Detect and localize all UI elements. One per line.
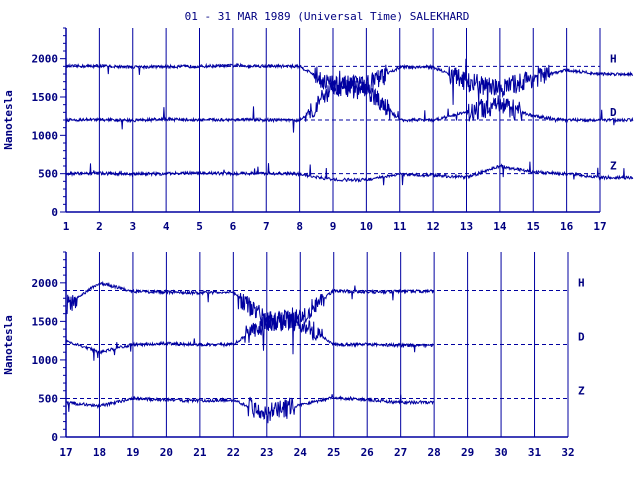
x-tick-label: 18 (93, 446, 106, 459)
x-tick-label: 16 (560, 220, 574, 233)
x-tick-label: 4 (163, 220, 170, 233)
x-tick-label: 11 (393, 220, 407, 233)
x-tick-label: 21 (193, 446, 207, 459)
x-tick-label: 9 (330, 220, 337, 233)
y-tick-label: 2000 (32, 277, 59, 290)
x-tick-label: 20 (160, 446, 173, 459)
x-tick-label: 7 (263, 220, 270, 233)
y-axis-label-lower: Nanotesla (2, 315, 15, 375)
x-tick-label: 14 (493, 220, 507, 233)
x-tick-label: 8 (296, 220, 303, 233)
x-tick-label: 17 (59, 446, 72, 459)
y-tick-label: 2000 (32, 53, 59, 66)
y-tick-label: 1500 (32, 91, 59, 104)
y-tick-label: 500 (38, 392, 58, 405)
series-label-h: H (578, 277, 585, 290)
x-tick-label: 1 (63, 220, 70, 233)
series-label-z: Z (610, 160, 617, 173)
x-tick-label: 22 (227, 446, 240, 459)
y-axis-label-upper: Nanotesla (2, 90, 15, 150)
x-tick-label: 23 (260, 446, 273, 459)
x-tick-label: 6 (230, 220, 237, 233)
lower-panel: 17 18 19 20 21 22 23 24 25 26 27 28 29 30 31 32 0 500 1000… (32, 251, 585, 459)
series-label-d: D (578, 331, 585, 344)
svg-text:Nanotesla: Nanotesla (2, 315, 15, 375)
x-tick-label: 15 (527, 220, 540, 233)
trace-d (65, 307, 434, 361)
chart-title: 01 - 31 MAR 1989 (Universal Time) SALEKH… (185, 10, 470, 23)
x-tick-label: 13 (460, 220, 473, 233)
y-tick-label: 1000 (32, 129, 59, 142)
x-tick-label: 27 (394, 446, 407, 459)
svg-text:Nanotesla: Nanotesla (2, 90, 15, 150)
trace-z (65, 161, 634, 186)
x-tick-label: 28 (428, 446, 441, 459)
x-tick-label: 30 (494, 446, 507, 459)
x-tick-label: 3 (129, 220, 136, 233)
trace-h (65, 280, 435, 355)
x-tick-label: 24 (294, 446, 308, 459)
x-tick-label: 12 (427, 220, 440, 233)
series-label-h: H (610, 52, 617, 65)
x-tick-label: 25 (327, 446, 340, 459)
trace-d (65, 78, 634, 133)
y-tick-label: 1000 (32, 354, 59, 367)
x-tick-label: 32 (561, 446, 574, 459)
x-tick-label: 31 (528, 446, 542, 459)
y-tick-label: 0 (51, 206, 58, 219)
x-tick-label: 26 (361, 446, 375, 459)
y-tick-label: 1500 (32, 315, 59, 328)
x-tick-label: 17 (593, 220, 606, 233)
y-tick-label: 500 (38, 168, 58, 181)
series-label-z: Z (578, 384, 585, 397)
y-tick-label: 0 (51, 431, 58, 444)
x-tick-label: 5 (196, 220, 203, 233)
x-tick-label: 19 (126, 446, 139, 459)
trace-z (65, 394, 435, 424)
x-tick-label: 2 (96, 220, 103, 233)
upper-panel: 1 2 3 4 5 6 7 8 9 10 11 12 13 14 15 16 17050010001500200… (32, 27, 634, 233)
series-label-d: D (610, 106, 617, 119)
x-tick-label: 29 (461, 446, 474, 459)
x-tick-label: 10 (360, 220, 373, 233)
